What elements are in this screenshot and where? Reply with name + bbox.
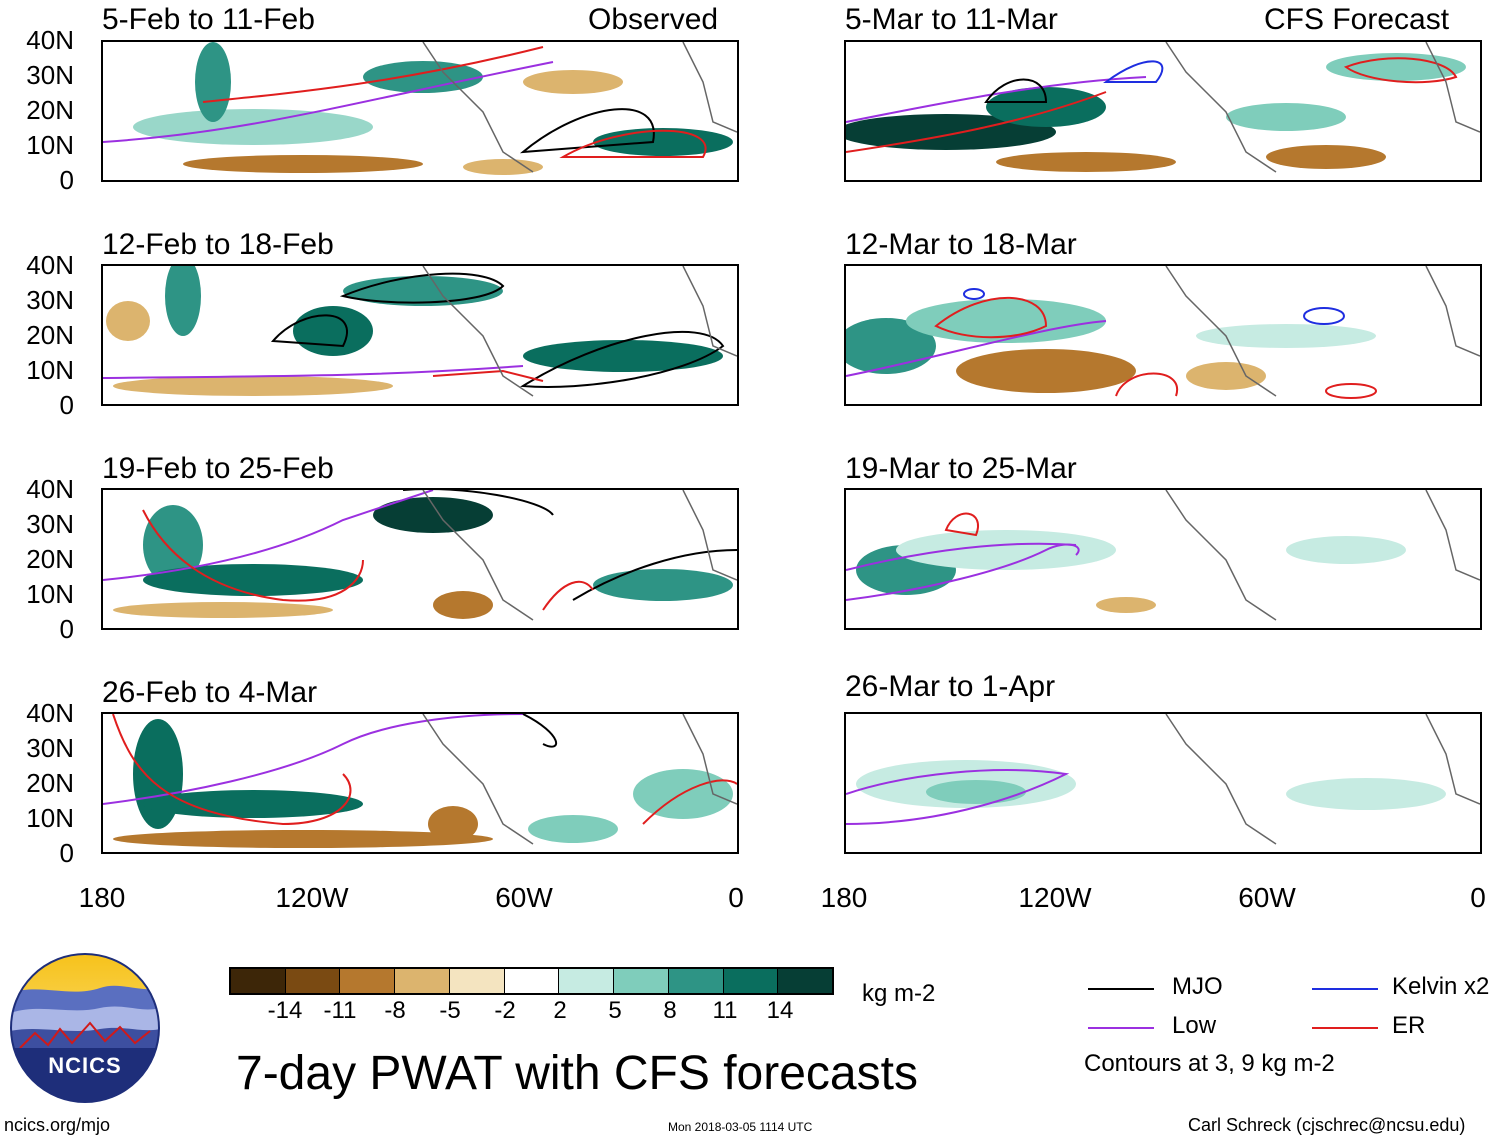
colorbar-label: 5 bbox=[608, 997, 622, 1024]
colorbar-swatch bbox=[613, 969, 668, 993]
map-panel-right-3 bbox=[844, 488, 1482, 630]
footer-author: Carl Schreck (cjschrec@ncsu.edu) bbox=[1188, 1115, 1466, 1135]
colorbar-label: 11 bbox=[712, 997, 738, 1024]
panel-title-right-1: 5-Mar to 11-Mar bbox=[845, 3, 1058, 36]
legend-mjo-label: MJO bbox=[1172, 973, 1223, 1000]
colorbar-swatch bbox=[448, 969, 504, 993]
lat-label: 0 bbox=[59, 614, 74, 644]
colorbar-swatch bbox=[339, 969, 395, 993]
lat-label: 10N bbox=[26, 579, 74, 609]
colorbar-swatch bbox=[284, 969, 340, 993]
footer-site-link[interactable]: ncics.org/mjo bbox=[4, 1115, 111, 1135]
colorbar-label: 14 bbox=[766, 997, 794, 1024]
legend-kelvin-line bbox=[1312, 988, 1378, 990]
colorbar-swatch bbox=[667, 969, 723, 993]
legend-er-label: ER bbox=[1392, 1012, 1426, 1039]
legend-er-line bbox=[1312, 1027, 1378, 1029]
colorbar bbox=[229, 967, 834, 995]
legend-mjo-line bbox=[1088, 988, 1154, 990]
map-field bbox=[103, 42, 737, 175]
map-field bbox=[103, 490, 737, 621]
lat-label: 30N bbox=[26, 285, 74, 315]
map-field bbox=[103, 266, 737, 397]
lat-label: 0 bbox=[59, 165, 74, 195]
colorbar-swatch bbox=[503, 969, 559, 993]
panel-title-right-3: 19-Mar to 25-Mar bbox=[845, 452, 1077, 485]
map-panel-left-3 bbox=[101, 488, 739, 630]
panel-title-left-3: 19-Feb to 25-Feb bbox=[102, 452, 334, 485]
lat-label: 20N bbox=[26, 768, 74, 798]
lat-label: 40N bbox=[26, 25, 74, 55]
colorbar-label: 2 bbox=[553, 997, 567, 1024]
lat-label: 20N bbox=[26, 320, 74, 350]
lat-label: 0 bbox=[59, 838, 74, 868]
colorbar-label: -8 bbox=[384, 997, 406, 1024]
lat-label: 10N bbox=[26, 803, 74, 833]
lon-label-left: 180 bbox=[78, 882, 126, 913]
observed-label: Observed bbox=[588, 3, 719, 36]
map-panel-left-2 bbox=[101, 264, 739, 406]
lat-label: 40N bbox=[26, 698, 74, 728]
map-panel-left-4 bbox=[101, 712, 739, 854]
colorbar-label: 8 bbox=[663, 997, 677, 1024]
map-field bbox=[846, 714, 1480, 845]
colorbar-label: -11 bbox=[323, 997, 357, 1024]
lon-label-right: 0 bbox=[1470, 882, 1486, 913]
panel-title-left-2: 12-Feb to 18-Feb bbox=[102, 228, 334, 261]
lon-label-left: 120W bbox=[275, 882, 349, 913]
lon-label-left: 60W bbox=[495, 882, 553, 913]
colorbar-label: -14 bbox=[267, 997, 303, 1024]
lon-label-left: 0 bbox=[728, 882, 744, 913]
map-field bbox=[846, 490, 1480, 621]
lat-label: 10N bbox=[26, 130, 74, 160]
colorbar-swatch bbox=[558, 969, 614, 993]
map-panel-right-4 bbox=[844, 712, 1482, 854]
colorbar-swatch bbox=[394, 969, 449, 993]
lat-label: 30N bbox=[26, 60, 74, 90]
colorbar-label: -5 bbox=[439, 997, 461, 1024]
units-label: kg m-2 bbox=[862, 980, 936, 1007]
panel-title-right-4: 26-Mar to 1-Apr bbox=[845, 670, 1056, 703]
logo-icon bbox=[10, 953, 160, 1103]
lat-label: 30N bbox=[26, 509, 74, 539]
lon-label-right: 120W bbox=[1018, 882, 1092, 913]
lat-label: 10N bbox=[26, 355, 74, 385]
colorbar-swatch bbox=[231, 969, 285, 993]
map-panel-left-1 bbox=[101, 40, 739, 182]
colorbar-swatch bbox=[722, 969, 778, 993]
legend-kelvin-label: Kelvin x2 bbox=[1392, 973, 1490, 1000]
footer-timestamp: Mon 2018-03-05 1114 UTC bbox=[668, 1120, 813, 1134]
forecast-label: CFS Forecast bbox=[1264, 3, 1450, 36]
colorbar-swatch bbox=[777, 969, 833, 993]
lat-label: 20N bbox=[26, 544, 74, 574]
legend-contours-note: Contours at 3, 9 kg m-2 bbox=[1084, 1050, 1335, 1077]
panel-title-left-1: 5-Feb to 11-Feb bbox=[102, 3, 315, 36]
main-title: 7-day PWAT with CFS forecasts bbox=[236, 1047, 918, 1100]
logo-text: NCICS bbox=[48, 1053, 122, 1078]
lat-label: 0 bbox=[59, 390, 74, 420]
colorbar-label: -2 bbox=[494, 997, 516, 1024]
map-field bbox=[846, 266, 1480, 399]
ncics-logo: NCICS bbox=[10, 953, 160, 1103]
lon-label-right: 60W bbox=[1238, 882, 1296, 913]
map-field bbox=[846, 42, 1480, 173]
lat-label: 20N bbox=[26, 95, 74, 125]
map-panel-right-1 bbox=[844, 40, 1482, 182]
lat-label: 40N bbox=[26, 474, 74, 504]
map-panel-right-2 bbox=[844, 264, 1482, 406]
panel-title-left-4: 26-Feb to 4-Mar bbox=[102, 676, 318, 709]
lat-label: 40N bbox=[26, 250, 74, 280]
lon-label-right: 180 bbox=[820, 882, 868, 913]
legend-low-line bbox=[1088, 1027, 1154, 1029]
map-field bbox=[103, 714, 737, 848]
lat-label: 30N bbox=[26, 733, 74, 763]
legend-low-label: Low bbox=[1172, 1012, 1217, 1039]
panel-title-right-2: 12-Mar to 18-Mar bbox=[845, 228, 1077, 261]
